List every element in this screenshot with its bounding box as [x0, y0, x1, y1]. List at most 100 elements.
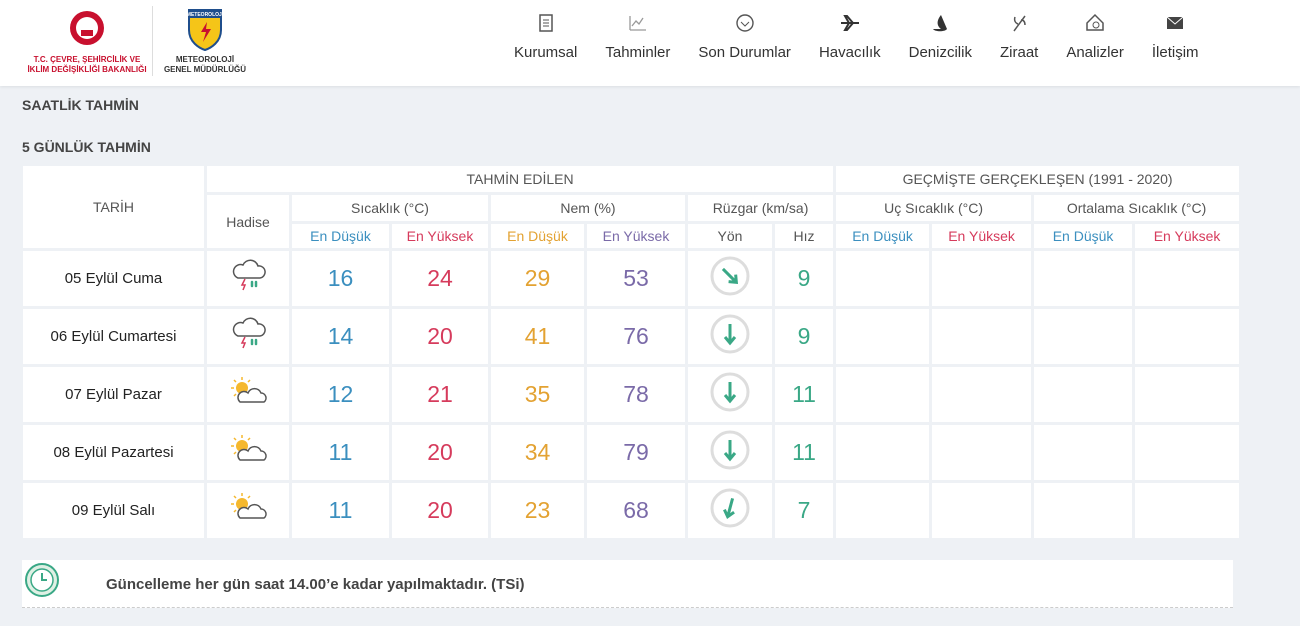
separator — [152, 6, 153, 76]
empty-cell — [1135, 367, 1240, 422]
ministry-logo[interactable]: T.C. ÇEVRE, ŞEHİRCİLİK VE İKLİM DEĞİŞİKL… — [22, 6, 152, 75]
header-cell: Sıcaklık (°C) — [292, 195, 488, 221]
nav-label: Son Durumlar — [698, 44, 791, 61]
empty-cell — [1135, 483, 1240, 538]
nav: Kurumsal Tahminler Son Durumlar Havacılık De… — [500, 12, 1213, 61]
table-cell: 76 — [587, 309, 685, 364]
empty-cell — [932, 425, 1032, 480]
header-cell: Rüzgar (km/sa) — [688, 195, 834, 221]
subheader-cell: En Düşük — [292, 224, 389, 248]
subheader-cell: En Yüksek — [587, 224, 685, 248]
table-row: 08 Eylül Pazartesi 11 20 34 79 11 — [23, 425, 1240, 480]
table-cell: 23 — [491, 483, 584, 538]
wind-cell — [688, 425, 772, 480]
nav-item[interactable]: Analizler — [1052, 12, 1138, 61]
subheader-cell: En Düşük — [491, 224, 584, 248]
empty-cell — [836, 251, 930, 306]
table-row: 09 Eylül Salı 11 20 23 68 7 — [23, 483, 1240, 538]
mgm-logo[interactable]: METEOROLOJİ METEOROLOJİ GENEL MÜDÜRLÜĞÜ — [160, 6, 250, 75]
empty-cell — [1135, 309, 1240, 364]
ministry-name: İKLİM DEĞİŞİKLİĞİ BAKANLIĞI — [27, 65, 147, 74]
subheader-cell: En Yüksek — [1135, 224, 1240, 248]
header-cell: Hadise — [207, 195, 289, 248]
weather-cell — [207, 309, 289, 364]
nav-item[interactable]: Denizcilik — [895, 12, 986, 61]
table-row: 05 Eylül Cuma 16 24 29 53 9 — [23, 251, 1240, 306]
nav-item[interactable]: Havacılık — [805, 12, 895, 61]
nav-item[interactable]: Tahminler — [591, 12, 684, 61]
nav-icon — [735, 14, 754, 32]
table-row: 07 Eylül Pazar 12 21 35 78 11 — [23, 367, 1240, 422]
nav-icon — [1086, 13, 1104, 31]
empty-cell — [932, 251, 1032, 306]
table-cell: 11 — [292, 483, 389, 538]
mgm-name: GENEL MÜDÜRLÜĞÜ — [163, 65, 247, 74]
table-cell: 79 — [587, 425, 685, 480]
table-cell: 34 — [491, 425, 584, 480]
footer-text: Güncelleme her gün saat 14.00’e kadar ya… — [106, 576, 525, 593]
weather-icon — [231, 434, 267, 461]
header-cell: Ortalama Sıcaklık (°C) — [1034, 195, 1240, 221]
subheader-cell: En Yüksek — [392, 224, 488, 248]
empty-cell — [932, 367, 1032, 422]
table-cell: 20 — [392, 425, 488, 480]
nav-label: Havacılık — [818, 44, 881, 61]
header-cell: TARİH — [23, 166, 204, 248]
nav-label: Tahminler — [605, 44, 671, 61]
table-cell: 24 — [392, 251, 488, 306]
table-cell: 11 — [775, 425, 834, 480]
nav-item[interactable]: Kurumsal — [500, 12, 591, 61]
empty-cell — [1034, 425, 1133, 480]
mgm-name: METEOROLOJİ — [175, 55, 235, 64]
section-title: 5 GÜNLÜK TAHMİN — [22, 139, 151, 155]
subheader-cell: Hız — [775, 224, 834, 248]
table-cell: 9 — [775, 309, 834, 364]
wind-icon — [710, 256, 750, 295]
subheader-cell: Yön — [688, 224, 772, 248]
nav-item[interactable]: Ziraat — [986, 12, 1052, 61]
nav-item[interactable]: Son Durumlar — [684, 12, 805, 61]
table-cell: 53 — [587, 251, 685, 306]
weather-cell — [207, 367, 289, 422]
nav-icon — [629, 16, 646, 31]
wind-icon — [710, 314, 750, 353]
wind-cell — [688, 483, 772, 538]
table-cell: 21 — [392, 367, 488, 422]
empty-cell — [1034, 309, 1133, 364]
ministry-name: T.C. ÇEVRE, ŞEHİRCİLİK VE — [33, 55, 141, 64]
weather-cell — [207, 483, 289, 538]
weather-cell — [207, 251, 289, 306]
header-cell: GEÇMİŞTE GERÇEKLEŞEN (1991 - 2020) — [836, 166, 1240, 192]
table-cell: 12 — [292, 367, 389, 422]
subheader-cell: En Düşük — [1034, 224, 1133, 248]
nav-label: Ziraat — [999, 44, 1039, 61]
empty-cell — [1034, 483, 1133, 538]
nav-label: Kurumsal — [514, 44, 578, 61]
wind-icon — [710, 488, 750, 527]
table-cell: 78 — [587, 367, 685, 422]
table-cell: 11 — [292, 425, 389, 480]
nav-icon — [538, 14, 553, 32]
table-cell: 07 Eylül Pazar — [23, 367, 204, 422]
weather-icon — [231, 492, 267, 519]
wind-icon — [710, 430, 750, 469]
table-cell: 7 — [775, 483, 834, 538]
subheader-cell: En Yüksek — [932, 224, 1032, 248]
nav-label: İletişim — [1151, 44, 1199, 61]
table-cell: 35 — [491, 367, 584, 422]
empty-cell — [836, 425, 930, 480]
header-cell: Uç Sıcaklık (°C) — [836, 195, 1032, 221]
empty-cell — [932, 309, 1032, 364]
weather-icon — [232, 259, 266, 290]
table-cell: 05 Eylül Cuma — [23, 251, 204, 306]
table-cell: 9 — [775, 251, 834, 306]
header-cell: TAHMİN EDİLEN — [207, 166, 834, 192]
forecast-table: TARİH TAHMİN EDİLEN GEÇMİŞTE GERÇEKLEŞEN (… — [20, 163, 1242, 541]
table-cell: 20 — [392, 483, 488, 538]
nav-item[interactable]: İletişim — [1138, 12, 1213, 61]
table-cell: 68 — [587, 483, 685, 538]
weather-icon — [231, 376, 267, 403]
nav-icon — [1166, 16, 1184, 29]
section-title: SAATLİK TAHMİN — [22, 97, 139, 113]
table-cell: 16 — [292, 251, 389, 306]
